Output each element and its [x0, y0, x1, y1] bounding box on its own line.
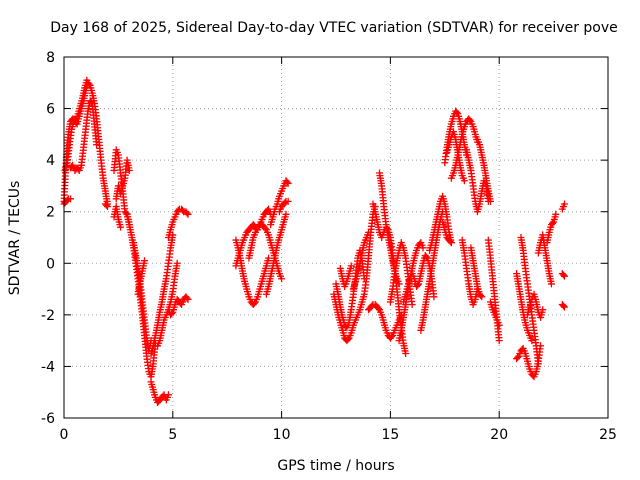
data-point	[478, 293, 486, 301]
x-axis-label: GPS time / hours	[277, 458, 394, 474]
data-point	[559, 271, 567, 279]
data-point	[395, 280, 403, 288]
data-point	[402, 350, 410, 358]
data-point	[528, 337, 536, 345]
data-point	[466, 116, 474, 124]
data-point	[419, 244, 427, 252]
y-tick-label: 8	[46, 50, 55, 66]
x-tick-label: 0	[60, 427, 69, 443]
data-point	[534, 360, 542, 368]
data-point	[125, 166, 133, 174]
data-point	[184, 295, 192, 303]
x-tick-label: 20	[490, 427, 508, 443]
data-point	[365, 228, 373, 236]
data-point	[408, 301, 416, 309]
data-point	[173, 259, 181, 267]
data-point	[102, 201, 110, 209]
axis-ticks: 0 5 10 15 20 25 -6 -4 -2 0 2 4 6 8	[41, 50, 617, 443]
data-point	[514, 353, 522, 361]
data-point	[552, 210, 560, 218]
data-point	[387, 333, 395, 341]
data-point	[460, 177, 468, 185]
data-point	[183, 209, 191, 217]
data-points	[60, 76, 568, 407]
y-axis-label: SDTVAR / TECUs	[7, 181, 23, 296]
data-point	[446, 237, 454, 245]
data-point	[278, 275, 286, 283]
data-point	[495, 321, 503, 329]
data-point	[560, 200, 568, 208]
data-point	[164, 391, 172, 399]
data-point	[67, 195, 75, 203]
data-point	[265, 254, 273, 262]
x-tick-label: 15	[381, 427, 399, 443]
data-point	[250, 299, 258, 307]
data-point	[284, 197, 292, 205]
y-tick-label: -2	[41, 308, 55, 324]
x-tick-label: 5	[168, 427, 177, 443]
data-point	[486, 197, 494, 205]
chart-title: Day 168 of 2025, Sidereal Day-to-day VTE…	[50, 20, 618, 36]
x-tick-label: 25	[599, 427, 617, 443]
data-point	[539, 306, 547, 314]
data-point	[347, 262, 355, 270]
y-tick-label: -4	[41, 359, 55, 375]
data-point	[87, 98, 95, 106]
plot-frame	[63, 56, 609, 419]
y-tick-label: 4	[46, 153, 55, 169]
data-point	[559, 302, 567, 310]
data-point	[360, 275, 368, 283]
data-point	[414, 281, 422, 289]
data-point	[495, 337, 503, 345]
x-tick-label: 10	[273, 427, 291, 443]
data-point	[183, 294, 191, 302]
data-point	[344, 335, 352, 343]
data-point	[168, 310, 176, 318]
data-point	[422, 253, 430, 261]
data-point	[430, 293, 438, 301]
data-point	[104, 203, 112, 211]
data-point	[282, 210, 290, 218]
data-point	[83, 76, 91, 84]
data-point	[560, 272, 568, 280]
y-tick-label: -6	[41, 411, 55, 427]
data-point	[477, 292, 485, 300]
data-point	[184, 210, 192, 218]
data-point	[261, 224, 269, 232]
data-point	[93, 141, 101, 149]
data-point	[560, 303, 568, 311]
data-point	[179, 206, 187, 214]
data-point	[71, 116, 79, 124]
data-point	[284, 179, 292, 187]
data-point	[117, 223, 125, 231]
y-tick-label: 6	[46, 102, 55, 118]
data-point	[374, 304, 382, 312]
data-point	[63, 196, 71, 204]
data-point	[122, 209, 130, 217]
data-point	[549, 219, 557, 227]
data-point	[141, 257, 149, 265]
data-point	[453, 108, 461, 116]
y-tick-label: 0	[46, 256, 55, 272]
data-point	[283, 178, 291, 186]
data-point	[447, 239, 455, 247]
data-point	[281, 199, 289, 207]
data-point	[547, 280, 555, 288]
y-tick-label: 2	[46, 205, 55, 221]
